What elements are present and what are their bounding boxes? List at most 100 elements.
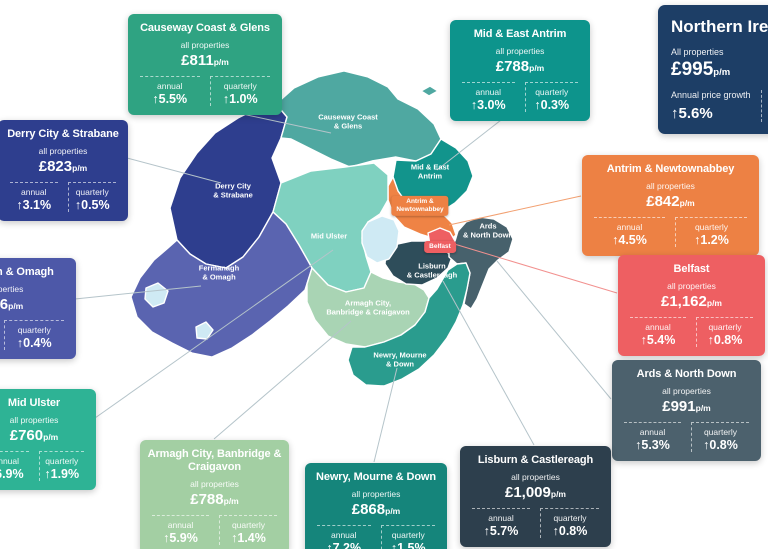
card-stats: annual↑6.9% quarterly↑1.9% [0, 451, 89, 482]
annual-stat: annual ↑4.5% [594, 217, 665, 247]
all-properties-label: all properties [351, 489, 401, 500]
card-stats: annual ↑5.4% quarterly ↑0.8% [625, 317, 758, 348]
quarterly-label: quarterly [231, 520, 266, 531]
price-card-armagh-banbridge-craigavon: Armagh City, Banbridge & Craigavon all p… [140, 440, 289, 549]
annual-label: annual [645, 322, 671, 333]
annual-value: ↑4.5% [612, 233, 647, 248]
annual-stat: annual ↑7.2% [317, 525, 371, 549]
quarterly-stat: quarterly ↑0.4% [3, 320, 64, 351]
quarterly-label: quarterly [75, 187, 109, 198]
annual-label: annual [488, 513, 514, 524]
quarterly-label: quarterly [703, 427, 738, 438]
summary-card-northern-ireland: Northern Ireland All properties £995p/m … [658, 5, 768, 134]
connector-lines [74, 105, 618, 463]
map-label-ards-north-down: Ards & North Down [463, 221, 513, 240]
price-value: £868 [351, 501, 386, 519]
all-properties-label: all properties [9, 415, 59, 426]
price-unit: p/m [529, 63, 545, 74]
annual-stat: annual ↑5.9% [152, 515, 209, 545]
card-stats: annual ↑7.2% quarterly ↑1.5% [312, 525, 440, 549]
quarterly-label: quarterly [391, 530, 425, 541]
annual-value: ↑3.1% [16, 198, 52, 213]
map-label-newry-mourne-down: Newry, Mourne & Down [373, 350, 427, 369]
all-properties-label: all properties [190, 479, 239, 490]
price-value: £716 [0, 296, 9, 314]
annual-value: ↑5.4% [640, 333, 676, 348]
card-title: Causeway Coast & Glens [140, 22, 270, 34]
map-label-derry-city-strabane: Derry City & Strabane [213, 181, 253, 200]
card-price: £788p/m [457, 58, 583, 75]
annual-label: Annual price growth [671, 90, 751, 100]
rathlin-island [420, 85, 439, 97]
price-value: £788 [190, 491, 224, 509]
price-card-newry-mourne-down: Newry, Mourne & Down all properties £868… [305, 463, 447, 549]
quarterly-value: ↑0.4% [16, 336, 52, 351]
lough-erne-upper [144, 282, 169, 308]
quarterly-label: quarterly [17, 325, 51, 336]
card-title: Mid Ulster [7, 397, 61, 409]
summary-title: Northern Ireland [671, 17, 768, 36]
quarterly-value: ↑0.3% [534, 98, 570, 113]
annual-value: ↑3.0% [470, 98, 506, 113]
all-properties-label: all properties [180, 40, 230, 51]
price-unit: p/m [695, 403, 711, 414]
card-title: Ards & North Down [636, 368, 737, 380]
card-stats: annual ↑5.9% quarterly ↑1.4% [147, 515, 282, 546]
map-label-antrim-newtownabbey: Antrim & Newtownabbey [391, 195, 449, 217]
card-title: Derry City & Strabane [7, 128, 119, 140]
annual-stat: annual↑6.9% [0, 451, 29, 481]
annual-stat: annual ↑5.4% [630, 317, 686, 347]
quarterly-label: quarterly [708, 322, 742, 333]
price-card-belfast: Belfast all properties £1,162p/m annual ↑… [618, 255, 765, 357]
card-price: £811p/m [135, 52, 275, 69]
map-label-lisburn-castlereagh: Lisburn & Castlereagh [406, 261, 458, 280]
card-stats: annual ↑3.1% quarterly ↑0.5% [5, 182, 121, 213]
price-unit: p/m [8, 301, 24, 312]
all-properties-label: all properties [38, 146, 88, 157]
price-value: £842 [646, 193, 680, 211]
price-value: £823 [38, 158, 73, 176]
card-title: Newry, Mourne & Down [315, 471, 437, 483]
annual-value: ↑5.9% [163, 531, 198, 546]
annual-label: annual [616, 222, 643, 233]
price-value: £1,162 [660, 293, 707, 311]
price-card-antrim-newtownabbey: Antrim & Newtownabbey all properties £84… [582, 155, 759, 257]
all-properties-label: all properties [511, 472, 560, 483]
connector-newry [373, 367, 398, 463]
all-properties-label: all properties [495, 46, 545, 57]
quarterly-stat: quarterly ↑1.0% [209, 76, 270, 107]
price-card-derry-city-strabane: Derry City & Strabane all properties £82… [0, 120, 128, 222]
price-value: £811 [181, 52, 214, 70]
card-price: £991p/m [619, 398, 754, 415]
quarterly-value: ↑0.5% [74, 198, 110, 213]
map-label-mid-east-antrim: Mid & East Antrim [410, 162, 450, 181]
quarterly-stat: Quarterly price growth [761, 90, 768, 122]
price-unit: p/m [550, 489, 566, 500]
quarterly-stat: quarterly ↑0.8% [691, 422, 749, 453]
connector-lisburn [442, 280, 535, 446]
summary-price: £995p/m [671, 59, 768, 81]
quarterly-stat: quarterly ↑0.5% [67, 182, 116, 213]
price-unit: p/m [385, 506, 401, 517]
card-stats: annual ↑5.3% quarterly ↑0.8% [619, 422, 754, 453]
annual-label: annual [639, 427, 666, 438]
quarterly-stat: quarterly ↑1.4% [219, 515, 277, 546]
annual-label: annual [475, 87, 502, 98]
price-unit: p/m [706, 298, 722, 309]
quarterly-stat: quarterly ↑1.5% [380, 525, 435, 549]
summary-stats: Annual price growth ↑5.6% Quarterly pric… [671, 90, 768, 122]
quarterly-value: ↑0.8% [707, 333, 743, 348]
price-card-causeway-coast-glens: Causeway Coast & Glens all properties £8… [128, 14, 282, 116]
annual-label: annual [20, 187, 47, 198]
price-unit: p/m [713, 67, 731, 78]
card-title: Fermanagh & Omagh [0, 266, 54, 278]
price-unit: p/m [43, 432, 59, 443]
quarterly-value: ↑1.4% [231, 531, 266, 546]
quarterly-value: ↑0.8% [552, 524, 588, 539]
card-price: £716p/m [0, 296, 69, 313]
map-label-mid-ulster: Mid Ulster [310, 231, 348, 241]
connector-ards [496, 260, 612, 400]
card-price: £1,162p/m [625, 293, 758, 310]
price-value: £991 [662, 398, 696, 416]
connector-belfast [450, 242, 618, 294]
